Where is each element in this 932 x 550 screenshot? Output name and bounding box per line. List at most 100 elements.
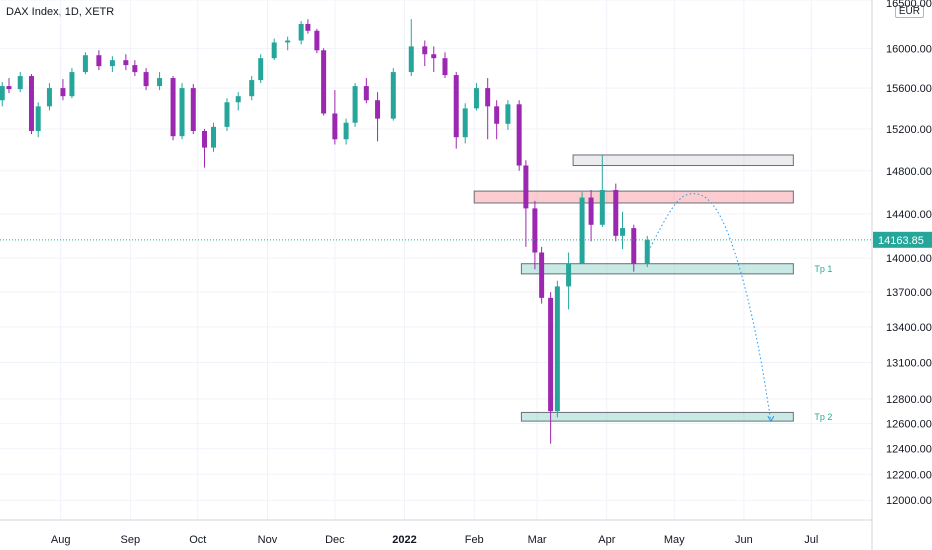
x-tick-label: Mar xyxy=(528,534,547,546)
zone-label: Tp 2 xyxy=(814,412,832,422)
candle xyxy=(321,50,327,114)
candle xyxy=(60,88,66,97)
x-tick-label: Feb xyxy=(465,534,484,546)
zone-box xyxy=(520,263,794,275)
candle xyxy=(69,72,75,97)
candle xyxy=(473,88,479,109)
candle xyxy=(28,76,34,131)
candle xyxy=(485,88,491,107)
candle xyxy=(305,23,311,31)
x-tick-label: 2022 xyxy=(392,534,416,546)
candle xyxy=(157,78,163,87)
candle xyxy=(285,40,291,43)
candle xyxy=(202,130,208,148)
candle xyxy=(123,60,129,66)
candle xyxy=(46,88,52,107)
candle xyxy=(532,208,538,253)
candle xyxy=(631,228,637,264)
y-tick-label: 12600.00 xyxy=(886,419,932,431)
y-tick-label: 13700.00 xyxy=(886,287,932,299)
candle xyxy=(613,190,619,236)
candle xyxy=(599,190,605,225)
y-tick-label: 16500.00 xyxy=(886,0,932,10)
zone-box xyxy=(572,154,794,167)
x-tick-label: Sep xyxy=(121,534,141,546)
candle xyxy=(462,108,468,138)
candle xyxy=(554,286,560,412)
x-tick-label: Dec xyxy=(325,534,345,546)
candle xyxy=(271,42,277,59)
candle xyxy=(109,60,115,67)
x-tick-label: Oct xyxy=(189,534,206,546)
candle xyxy=(211,126,217,148)
candle xyxy=(579,197,585,264)
candle xyxy=(249,80,255,97)
candle xyxy=(224,102,230,127)
candle xyxy=(143,72,149,87)
candle xyxy=(35,106,41,131)
candle xyxy=(17,76,23,90)
y-tick-label: 13100.00 xyxy=(886,357,932,369)
candle xyxy=(494,106,500,124)
y-tick-label: 12800.00 xyxy=(886,394,932,406)
y-tick-label: 15600.00 xyxy=(886,83,932,95)
x-tick-label: Jul xyxy=(804,534,818,546)
candle xyxy=(82,55,88,73)
y-tick-label: 14400.00 xyxy=(886,209,932,221)
candle xyxy=(548,297,554,412)
y-tick-label: 12000.00 xyxy=(886,495,932,507)
y-tick-label: 16000.00 xyxy=(886,43,932,55)
zone-label: Tp 1 xyxy=(814,264,832,274)
candle xyxy=(352,86,358,123)
y-tick-label: 12200.00 xyxy=(886,469,932,481)
candle xyxy=(332,113,338,140)
y-tick-label: 12400.00 xyxy=(886,444,932,456)
last-price-tag xyxy=(873,231,932,248)
candle xyxy=(442,58,448,76)
currency-label[interactable]: EUR xyxy=(894,5,924,18)
candle xyxy=(539,252,545,298)
x-tick-label: May xyxy=(664,534,685,546)
candle xyxy=(431,54,437,59)
candle xyxy=(453,75,459,138)
candle xyxy=(132,65,138,73)
candle xyxy=(644,239,650,264)
candle xyxy=(588,197,594,225)
x-tick-label: Jun xyxy=(735,534,753,546)
candle xyxy=(422,46,428,55)
projection-arrowhead xyxy=(767,415,775,423)
candle xyxy=(343,122,349,140)
x-tick-label: Nov xyxy=(258,534,278,546)
x-tick-label: Aug xyxy=(51,534,71,546)
y-tick-label: 13400.00 xyxy=(886,322,932,334)
candle xyxy=(258,58,264,81)
projection-path xyxy=(644,193,772,422)
y-tick-label: 14800.00 xyxy=(886,166,932,178)
symbol-title: DAX Index, 1D, XETR xyxy=(6,6,115,18)
candle xyxy=(566,263,572,287)
candle xyxy=(96,55,102,67)
candle xyxy=(505,104,511,124)
zone-box xyxy=(473,190,794,204)
candle xyxy=(179,88,185,137)
candle xyxy=(363,86,369,101)
candle xyxy=(390,72,396,119)
candle xyxy=(235,96,241,103)
candle xyxy=(170,78,176,137)
candle xyxy=(298,23,304,41)
candle xyxy=(516,104,522,166)
candle xyxy=(523,165,529,209)
candle xyxy=(620,228,626,236)
last-price-label: 14163.85 xyxy=(878,235,924,247)
candle xyxy=(6,86,12,90)
x-tick-label: Apr xyxy=(598,534,615,546)
candle xyxy=(314,30,320,51)
y-tick-label: 15200.00 xyxy=(886,124,932,136)
zone-box xyxy=(520,411,794,422)
candle xyxy=(375,100,381,119)
y-tick-label: 14000.00 xyxy=(886,253,932,265)
candle xyxy=(0,86,5,101)
candle xyxy=(408,46,414,73)
candle xyxy=(190,88,196,131)
